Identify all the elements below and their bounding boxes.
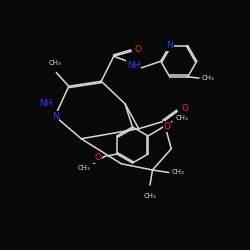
Text: O: O	[95, 153, 102, 162]
Text: CH₃: CH₃	[172, 170, 184, 175]
Text: O: O	[181, 104, 188, 113]
Text: CH₃: CH₃	[202, 75, 214, 81]
Text: N: N	[52, 112, 59, 121]
Text: NH: NH	[40, 99, 53, 108]
Text: CH₃: CH₃	[78, 165, 90, 171]
Text: CH₃: CH₃	[176, 115, 188, 121]
Text: O: O	[163, 122, 170, 131]
Text: N: N	[166, 41, 173, 50]
Text: CH₃: CH₃	[49, 60, 62, 66]
Text: O: O	[135, 46, 142, 54]
Text: NH: NH	[127, 60, 140, 70]
Text: CH₃: CH₃	[144, 192, 156, 198]
